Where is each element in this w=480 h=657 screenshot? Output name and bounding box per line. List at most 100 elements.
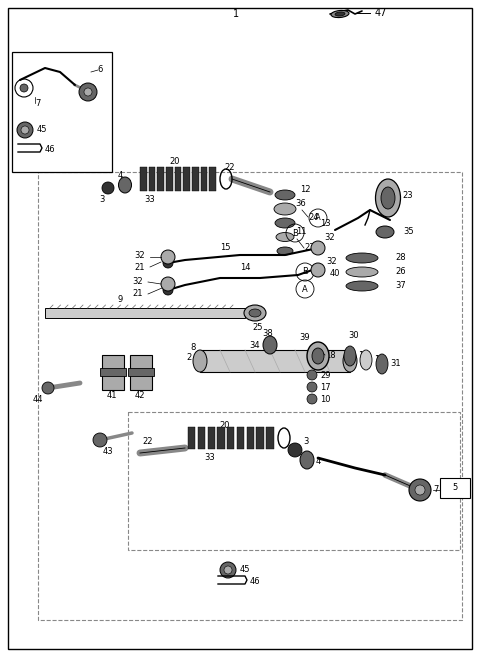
Text: 11: 11 bbox=[296, 227, 307, 237]
Text: 24: 24 bbox=[308, 212, 319, 221]
Text: 19: 19 bbox=[358, 351, 369, 361]
Ellipse shape bbox=[344, 346, 356, 366]
Bar bbox=[237, 427, 244, 449]
Text: 41: 41 bbox=[107, 390, 117, 399]
Circle shape bbox=[93, 433, 107, 447]
Text: 21: 21 bbox=[134, 263, 145, 271]
Circle shape bbox=[307, 394, 317, 404]
Bar bbox=[201, 167, 207, 191]
Text: 22: 22 bbox=[225, 164, 235, 173]
Bar bbox=[198, 427, 205, 449]
Circle shape bbox=[102, 182, 114, 194]
Ellipse shape bbox=[346, 267, 378, 277]
Text: 35: 35 bbox=[403, 227, 414, 237]
Ellipse shape bbox=[346, 281, 378, 291]
Text: 42: 42 bbox=[135, 390, 145, 399]
Text: 45: 45 bbox=[37, 125, 48, 135]
Circle shape bbox=[161, 277, 175, 291]
Text: 15: 15 bbox=[220, 244, 230, 252]
Text: 20: 20 bbox=[170, 158, 180, 166]
Bar bbox=[188, 427, 195, 449]
Text: 45: 45 bbox=[240, 566, 251, 574]
Text: 29: 29 bbox=[320, 371, 331, 380]
Text: 10: 10 bbox=[320, 394, 331, 403]
Bar bbox=[192, 167, 199, 191]
Bar bbox=[102, 355, 124, 390]
Circle shape bbox=[311, 241, 325, 255]
Circle shape bbox=[307, 370, 317, 380]
Circle shape bbox=[17, 122, 33, 138]
Circle shape bbox=[20, 84, 28, 92]
Text: 23: 23 bbox=[402, 191, 413, 200]
Ellipse shape bbox=[300, 451, 314, 469]
Ellipse shape bbox=[275, 190, 295, 200]
Circle shape bbox=[84, 88, 92, 96]
Text: B: B bbox=[292, 229, 298, 237]
Ellipse shape bbox=[375, 179, 400, 217]
Text: 4: 4 bbox=[316, 457, 321, 466]
Bar bbox=[140, 167, 146, 191]
Circle shape bbox=[220, 562, 236, 578]
Bar bbox=[130, 355, 152, 390]
Text: 8: 8 bbox=[191, 344, 196, 353]
Text: 9: 9 bbox=[118, 296, 122, 304]
Text: 4: 4 bbox=[118, 171, 122, 179]
Bar bbox=[128, 412, 460, 550]
Circle shape bbox=[79, 83, 97, 101]
Ellipse shape bbox=[249, 309, 261, 317]
Ellipse shape bbox=[307, 342, 329, 370]
Text: 40: 40 bbox=[330, 269, 340, 279]
Bar bbox=[209, 167, 216, 191]
Ellipse shape bbox=[343, 350, 357, 372]
Text: 47: 47 bbox=[375, 8, 387, 18]
Circle shape bbox=[288, 443, 302, 457]
Text: 2: 2 bbox=[187, 353, 192, 363]
Bar bbox=[200, 350, 350, 372]
Text: A: A bbox=[302, 284, 308, 294]
Text: 12: 12 bbox=[300, 185, 311, 194]
Ellipse shape bbox=[312, 348, 324, 364]
Circle shape bbox=[409, 479, 431, 501]
Bar bbox=[227, 427, 234, 449]
Text: 32: 32 bbox=[132, 277, 143, 286]
Text: 26: 26 bbox=[395, 267, 406, 277]
Circle shape bbox=[42, 382, 54, 394]
Text: 37: 37 bbox=[395, 281, 406, 290]
Circle shape bbox=[21, 126, 29, 134]
Ellipse shape bbox=[193, 350, 207, 372]
Ellipse shape bbox=[346, 253, 378, 263]
Ellipse shape bbox=[276, 233, 294, 242]
Bar bbox=[38, 172, 462, 620]
Bar bbox=[100, 368, 126, 376]
Ellipse shape bbox=[376, 354, 388, 374]
Text: 3: 3 bbox=[99, 196, 105, 204]
Text: 33: 33 bbox=[144, 196, 156, 204]
Text: 17: 17 bbox=[320, 382, 331, 392]
Text: 32: 32 bbox=[324, 233, 335, 242]
Text: 7: 7 bbox=[35, 99, 40, 108]
Text: 34: 34 bbox=[250, 340, 260, 350]
Ellipse shape bbox=[263, 336, 277, 354]
Bar bbox=[266, 427, 274, 449]
Text: 18: 18 bbox=[325, 350, 336, 359]
Ellipse shape bbox=[331, 11, 349, 18]
Text: A: A bbox=[315, 214, 321, 223]
Bar bbox=[247, 427, 254, 449]
Bar bbox=[175, 167, 181, 191]
Text: 16: 16 bbox=[374, 355, 384, 365]
Bar bbox=[128, 368, 154, 376]
Bar bbox=[12, 52, 112, 172]
Text: 25: 25 bbox=[253, 323, 263, 332]
Ellipse shape bbox=[274, 203, 296, 215]
Text: 30: 30 bbox=[348, 330, 359, 340]
Ellipse shape bbox=[360, 350, 372, 370]
Text: 32: 32 bbox=[326, 258, 336, 267]
Text: 1: 1 bbox=[233, 9, 239, 19]
Text: 27: 27 bbox=[304, 244, 314, 252]
Ellipse shape bbox=[244, 305, 266, 321]
Bar bbox=[256, 427, 264, 449]
Text: 28: 28 bbox=[395, 254, 406, 263]
Text: 32: 32 bbox=[134, 252, 145, 260]
Bar bbox=[45, 308, 245, 318]
Ellipse shape bbox=[277, 247, 293, 255]
